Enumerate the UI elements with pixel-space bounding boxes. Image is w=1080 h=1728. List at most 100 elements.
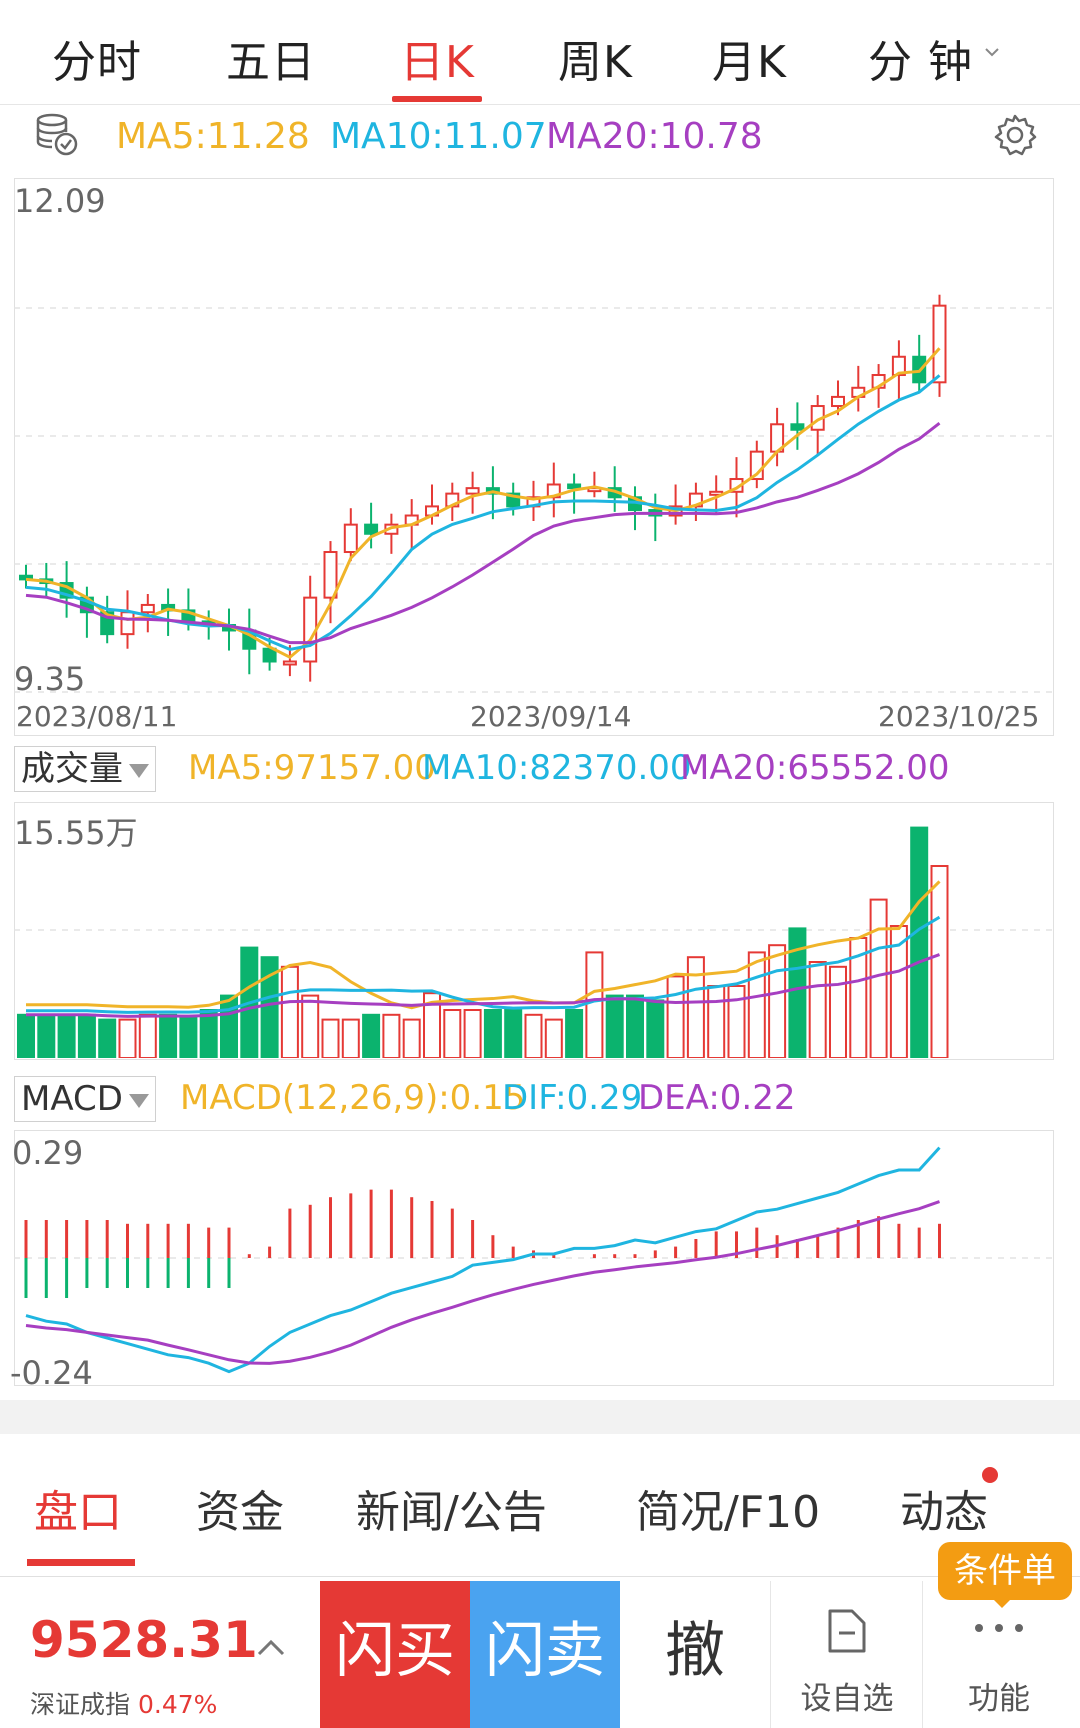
volume-bar [565,1009,584,1058]
function-menu-button[interactable]: 功能 [924,1581,1074,1728]
candle-body [120,611,135,636]
tab-order-book[interactable]: 盘口 [34,1487,122,1538]
triangle-down-icon [128,1093,149,1108]
dif-line [25,1146,941,1374]
volume-bar [321,1018,340,1058]
volume-bar [686,956,705,1058]
candle-body [343,523,358,554]
notification-dot [982,1467,998,1483]
volume-bar [199,1009,218,1058]
add-favorite-button[interactable]: 设自选 [772,1581,923,1728]
dea-line [25,1200,940,1365]
section-divider [0,1400,1080,1434]
volume-bar [341,1018,360,1058]
volume-bar [747,951,766,1058]
kline-chart[interactable] [14,178,1054,734]
volume-bar [443,1009,462,1058]
volume-bar [646,999,665,1058]
tab-minute[interactable]: 分 钟 [868,37,973,88]
volume-bar [423,992,441,1058]
volume-bar [260,956,279,1058]
volume-bar [666,975,685,1058]
volume-bar [57,1013,76,1058]
ma20-line [25,422,941,645]
ma5-label: MA5:11.28 [116,116,310,157]
database-check-icon[interactable] [34,112,80,158]
volume-select-label: 成交量 [21,749,123,789]
badge-pointer [992,1598,1012,1608]
tab-activity[interactable]: 动态 [900,1487,988,1538]
volume-indicator-select[interactable]: 成交量 [14,746,156,792]
volume-bar [626,994,644,1058]
volume-bar [829,965,847,1058]
volume-bar [930,865,949,1058]
candle-body [891,355,906,377]
tab-monthly-k[interactable]: 月K [712,37,787,88]
tab-intraday[interactable]: 分时 [52,37,142,88]
volume-bar [788,927,807,1058]
tab-five-day[interactable]: 五日 [226,37,316,88]
date-label-mid: 2023/09/14 [470,700,632,733]
more-dots-icon [975,1624,1023,1632]
volume-bar [463,1009,482,1058]
candle-body [262,647,277,663]
info-tabs: 盘口 资金 新闻/公告 简况/F10 动态 [0,1434,1080,1574]
candle-body [19,574,33,581]
vol-ma20-label: MA20:65552.00 [680,748,950,788]
volume-bar [382,1013,401,1058]
kline-chart-area[interactable] [14,178,1054,736]
cancel-order-button[interactable]: 撤 [620,1581,771,1728]
volume-bar [301,994,320,1058]
kline-y-min: 9.35 [14,660,86,698]
index-change: 0.47% [137,1690,218,1719]
flash-sell-button[interactable]: 闪卖 [470,1581,620,1728]
macd-y-max: 0.29 [12,1134,84,1172]
tab-profile[interactable]: 简况/F10 [636,1487,821,1538]
macd-chart[interactable] [14,1130,1054,1384]
bottom-action-bar: 9528.31 深证成指 0.47% 闪买 闪卖 撤 设自选 功能 [0,1576,1080,1728]
gear-icon[interactable] [992,112,1038,158]
candle-body [465,487,480,495]
tab-daily-k[interactable]: 日K [400,37,475,88]
volume-bar [402,1018,421,1058]
volume-bar [179,1016,198,1058]
index-value[interactable]: 9528.31 [30,1611,258,1669]
chevron-up-icon[interactable] [256,1637,286,1657]
volume-bar [77,1013,96,1058]
vol-ma5-label: MA5:97157.00 [188,748,436,788]
macd-value-label: MACD(12,26,9):0.15 [180,1078,526,1118]
volume-bar [138,1013,157,1058]
condition-order-badge[interactable]: 条件单 [938,1542,1072,1600]
favorite-label: 设自选 [800,1681,894,1717]
vol-ma10-label: MA10:82370.00 [422,748,692,788]
volume-chart[interactable] [14,802,1054,1058]
volume-bar [362,1013,381,1058]
volume-bar [17,1013,35,1058]
candle-body [790,423,805,431]
flash-buy-button[interactable]: 闪买 [320,1581,470,1728]
volume-bar [869,898,888,1058]
volume-bar [707,985,726,1058]
chevron-down-icon[interactable] [984,44,1000,60]
volume-bar [483,1009,502,1058]
dif-label: DIF:0.29 [502,1078,643,1118]
date-label-start: 2023/08/11 [16,700,178,733]
tab-news[interactable]: 新闻/公告 [356,1487,547,1538]
tab-capital[interactable]: 资金 [196,1487,284,1538]
candle-body [323,551,338,599]
active-tab-underline [27,1559,135,1566]
volume-y-max: 15.55万 [14,814,138,852]
triangle-down-icon [129,763,149,778]
candle-body [282,660,297,666]
volume-bar [280,965,299,1058]
volume-bar [98,1018,117,1058]
active-tab-underline [392,96,482,102]
volume-bar [504,1009,523,1058]
macd-indicator-select[interactable]: MACD [14,1076,156,1122]
kline-y-max: 12.09 [14,182,106,220]
tab-weekly-k[interactable]: 周K [558,37,633,88]
volume-bar [544,1018,563,1058]
vol-ma20-line [26,953,941,1018]
dea-label: DEA:0.22 [638,1078,796,1118]
function-label: 功能 [968,1681,1030,1717]
